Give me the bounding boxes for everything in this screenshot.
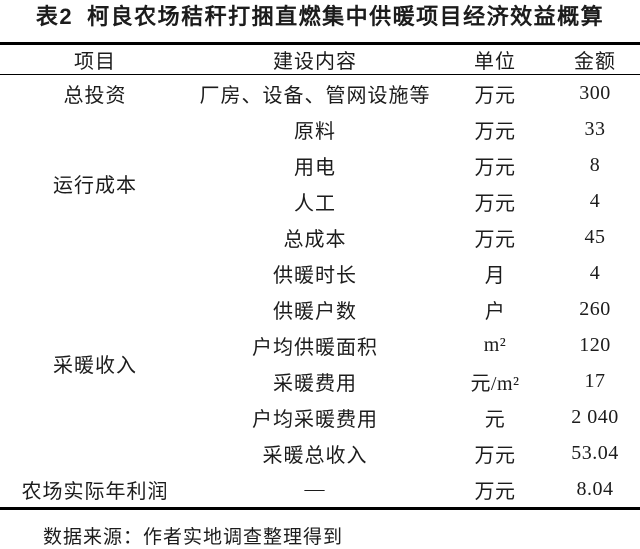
col-header-amount: 金额 [550,43,640,75]
table-caption-number: 表2 [35,4,74,29]
unit-cell: 万元 [474,156,516,179]
unit-cell: 月 [484,264,506,287]
table-row: 采暖费用 元/m² 17 [0,363,640,399]
amount-cell: 4 [589,261,601,284]
col-header-unit: 单位 [440,43,550,75]
content-cell: 户均采暖费用 [252,408,378,431]
unit-cell: 万元 [474,228,516,251]
economic-benefit-table: 项目 建设内容 单位 金额 总投资 厂房、设备、管网设施等 万元 300 运行成… [0,42,640,510]
item-cell: 农场实际年利润 [21,480,169,503]
item-cell: 总投资 [63,84,127,107]
amount-cell: 260 [579,297,611,320]
col-header-content: 建设内容 [190,43,440,75]
table-header: 项目 建设内容 单位 金额 [0,43,640,75]
unit-cell: 元 [484,408,506,431]
table-row: 采暖总收入 万元 53.04 [0,435,640,471]
content-cell: 户均供暖面积 [252,336,378,359]
col-header-item: 项目 [0,43,190,75]
amount-cell: 8 [589,153,601,176]
table-row: 户均供暖面积 m² 120 [0,327,640,363]
table-caption-title: 柯良农场秸秆打捆直燃集中供暖项目经济效益概算 [87,4,605,29]
table-row: 总投资 厂房、设备、管网设施等 万元 300 [0,75,640,112]
amount-cell: 33 [584,117,606,140]
content-cell: 用电 [294,156,336,179]
unit-cell: 万元 [474,480,516,503]
table-caption: 表2 柯良农场秸秆打捆直燃集中供暖项目经济效益概算 [0,2,640,32]
content-cell: 供暖时长 [273,264,357,287]
content-cell: 采暖费用 [273,372,357,395]
table-row: 供暖户数 户 260 [0,291,640,327]
unit-cell: m² [483,333,507,356]
content-cell: 人工 [294,192,336,215]
content-cell: 厂房、设备、管网设施等 [199,84,431,107]
amount-cell: 2 040 [571,405,619,428]
header-row: 项目 建设内容 单位 金额 [0,43,640,75]
unit-cell: 万元 [474,120,516,143]
content-cell: 采暖总收入 [262,444,368,467]
table-row: 户均采暖费用 元 2 040 [0,399,640,435]
table-row: 用电 万元 8 [0,147,640,183]
unit-cell: 万元 [474,444,516,467]
item-cell: 运行成本 [53,174,137,197]
unit-cell: 户 [484,300,506,323]
content-cell: 总成本 [283,228,347,251]
amount-cell: 4 [589,189,601,212]
unit-cell: 万元 [474,192,516,215]
unit-cell: 元/m² [470,372,520,395]
item-cell: 采暖收入 [53,354,137,377]
content-cell: 原料 [294,120,336,143]
table-row: 总成本 万元 45 [0,219,640,255]
amount-cell: 17 [584,369,606,392]
table-row: 运行成本 原料 万元 33 [0,111,640,197]
amount-cell: 53.04 [571,441,619,464]
table-body: 总投资 厂房、设备、管网设施等 万元 300 运行成本 原料 万元 33 用电 … [0,75,640,509]
amount-cell: 120 [579,333,611,356]
content-cell: 供暖户数 [273,300,357,323]
amount-cell: 300 [579,81,611,104]
data-source-note: 数据来源：作者实地调查整理得到 [43,527,344,548]
table-row: 人工 万元 4 [0,183,640,219]
table-row: 采暖收入 供暖时长 月 4 [0,255,640,377]
unit-cell: 万元 [474,84,516,107]
amount-cell: 45 [584,225,606,248]
table-row: 农场实际年利润 — 万元 8.04 [0,471,640,509]
content-cell: — [304,477,326,500]
amount-cell: 8.04 [576,477,614,500]
